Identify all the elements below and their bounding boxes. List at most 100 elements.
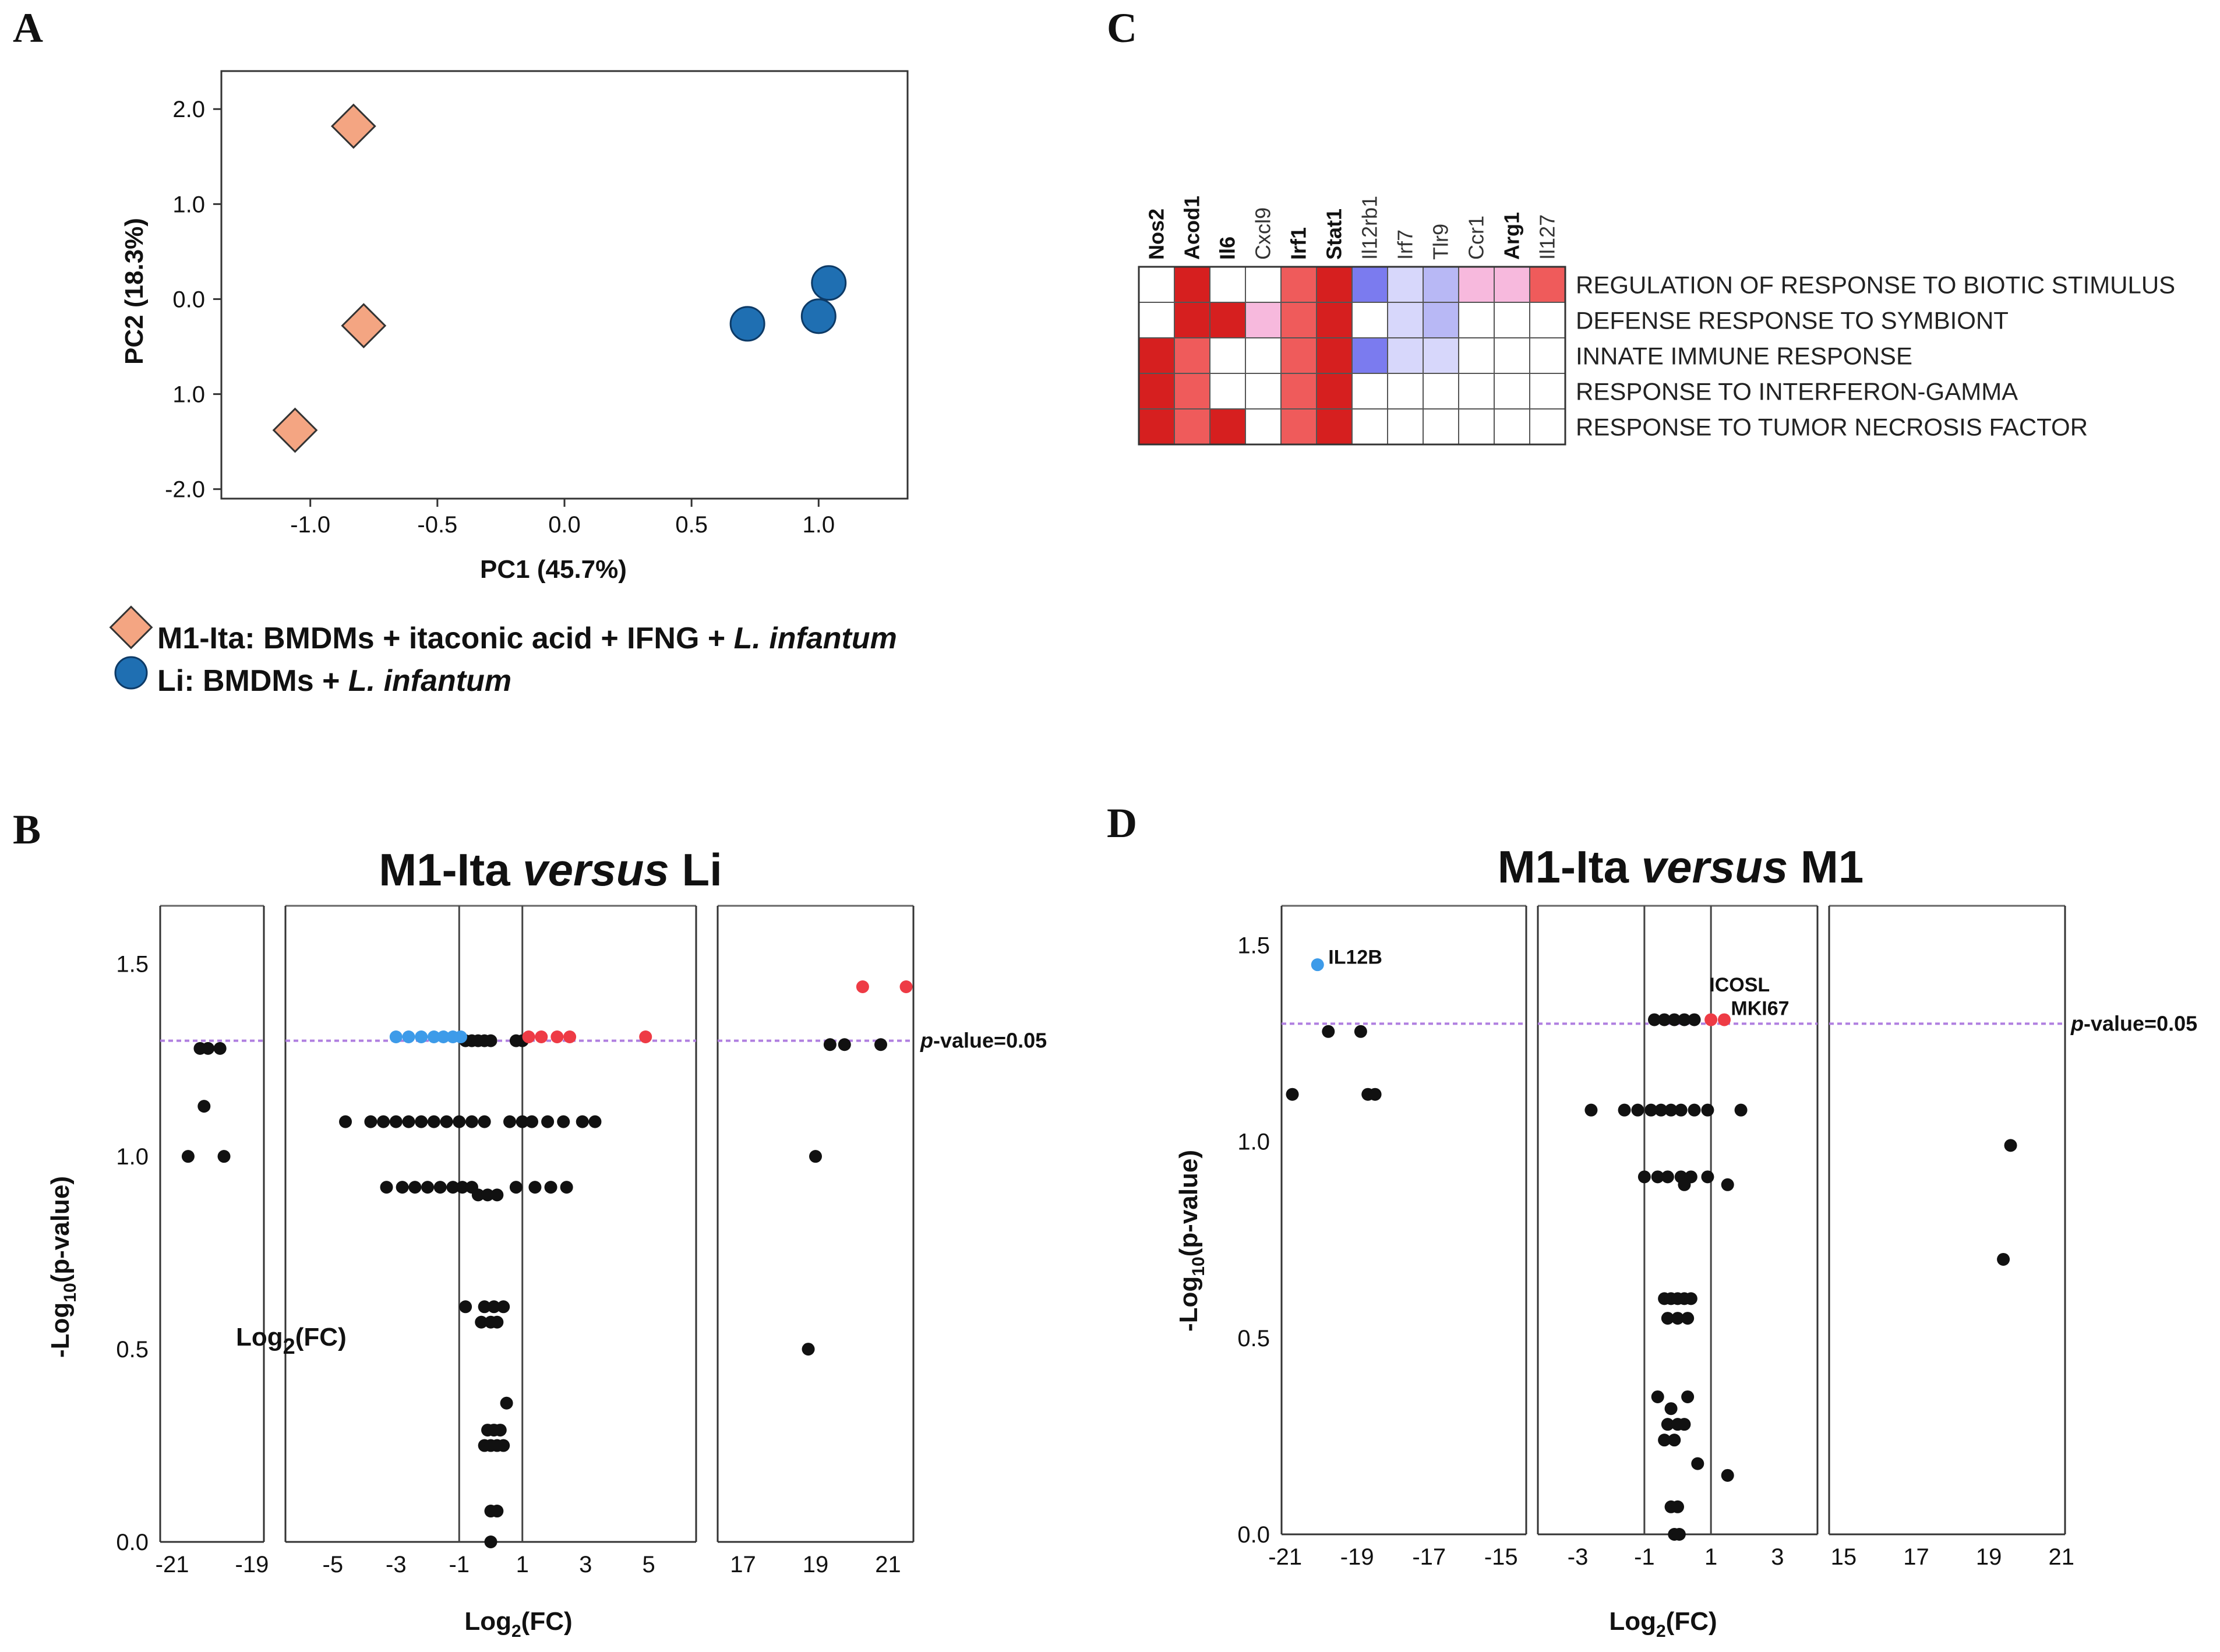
pca-plot-frame: [220, 70, 909, 500]
volcano-point: [525, 1115, 538, 1128]
heatmap-cell: [1351, 337, 1388, 374]
volcano-point: [197, 1100, 211, 1113]
volcano-d-plot: 0.0 0.5 1.0 1.5 -21 -19 -17 -15 IL12B -3 -1 1 3 ICOSL…: [1237, 905, 2197, 1570]
pca-y-tick-label: -2.0: [165, 477, 205, 503]
volcano-point: [396, 1181, 409, 1194]
heatmap-cell: [1316, 337, 1353, 374]
volcano-x-tick-label: 15: [1831, 1544, 1857, 1570]
heatmap-gene-label: Cxcl9: [1251, 207, 1275, 260]
heatmap-cell: [1494, 266, 1530, 303]
volcano-point: [1701, 1170, 1714, 1184]
volcano-point: [415, 1115, 428, 1128]
volcano-point: [1654, 1103, 1668, 1117]
volcano-y-tick-label: 1.5: [1237, 933, 1270, 958]
volcano-point-up: [899, 980, 913, 993]
heatmap-cell: [1458, 302, 1495, 338]
volcano-point: [1368, 1088, 1382, 1101]
volcano-gene-annotation: MKI67: [1731, 997, 1789, 1019]
volcano-gene-annotation: IL12B: [1328, 947, 1382, 969]
volcano-point-down: [415, 1030, 428, 1044]
volcano-point: [487, 1300, 500, 1314]
volcano-gene-annotation: ICOSL: [1709, 974, 1770, 996]
volcano-point: [478, 1115, 491, 1128]
heatmap-cell: [1351, 302, 1388, 338]
legend-diamond-marker: [109, 605, 153, 649]
volcano-point: [560, 1181, 573, 1194]
volcano-threshold-label: p-value=0.05: [2070, 1011, 2197, 1035]
volcano-point-down: [437, 1030, 450, 1044]
volcano-point: [503, 1115, 517, 1128]
heatmap-cell: [1316, 408, 1353, 445]
heatmap-cell: [1174, 373, 1210, 410]
volcano-point: [1668, 1013, 1681, 1026]
volcano-x-tick-label: -19: [1340, 1544, 1374, 1570]
volcano-point-up: [522, 1030, 535, 1044]
volcano-point: [1678, 1013, 1691, 1026]
volcano-point: [874, 1038, 887, 1051]
heatmap-pathway-label: INNATE IMMUNE RESPONSE: [1576, 343, 1912, 370]
volcano-d-title: M1-Ita versus M1: [1498, 841, 1864, 892]
volcano-x-tick-label: -19: [235, 1552, 269, 1577]
heatmap-cell: [1351, 408, 1388, 445]
volcano-point: [500, 1396, 513, 1410]
volcano-point: [541, 1115, 555, 1128]
heatmap-cell: [1245, 337, 1282, 374]
volcano-point: [1322, 1025, 1335, 1038]
pca-y-tick-label: 0.0: [172, 287, 205, 312]
volcano-point: [459, 1300, 472, 1314]
heatmap-cell: [1280, 408, 1317, 445]
volcano-x-tick-label: -3: [1568, 1544, 1589, 1570]
heatmap-cell: [1529, 266, 1566, 303]
volcano-point: [421, 1181, 435, 1194]
heatmap-cell: [1529, 373, 1566, 410]
volcano-y-tick-label: 0.0: [116, 1530, 149, 1555]
heatmap-pathway-labels: REGULATION OF RESPONSE TO BIOTIC STIMULU…: [1576, 271, 2175, 441]
pca-point-li: [800, 298, 837, 334]
heatmap-cell: [1138, 266, 1175, 303]
volcano-point: [213, 1042, 227, 1055]
volcano-b-x-axis-label: Log2(FC): [464, 1607, 572, 1641]
volcano-x-tick-label: 21: [875, 1552, 901, 1577]
volcano-point: [1584, 1103, 1598, 1117]
volcano-y-tick-label: 0.5: [1237, 1326, 1270, 1351]
volcano-y-tick-label: 0.5: [116, 1337, 149, 1362]
heatmap-gene-label: Il127: [1536, 214, 1559, 260]
volcano-b-title: M1-Ita versus Li: [379, 844, 722, 895]
heatmap-cell: [1387, 408, 1424, 445]
volcano-point: [1651, 1170, 1664, 1184]
heatmap-cell: [1316, 266, 1353, 303]
volcano-point: [1997, 1252, 2010, 1266]
volcano-point: [1681, 1312, 1695, 1325]
heatmap-cell: [1316, 373, 1353, 410]
volcano-point: [1671, 1500, 1684, 1513]
heatmap-cell: [1494, 337, 1530, 374]
volcano-point-down: [1311, 958, 1324, 972]
volcano-point: [484, 1535, 497, 1548]
volcano-point: [453, 1115, 466, 1128]
pca-x-tick-label: 1.0: [802, 512, 835, 538]
volcano-point: [544, 1181, 557, 1194]
panel-label-b: B: [13, 806, 41, 853]
heatmap-gene-label: Nos2: [1145, 209, 1169, 260]
volcano-point: [490, 1505, 504, 1518]
volcano-x-tick-label: 17: [730, 1552, 756, 1577]
volcano-point: [364, 1115, 377, 1128]
heatmap-cell: [1209, 373, 1246, 410]
volcano-m1ita-vs-li: M1-Ita versus Li 0.0 0.5 1.0 1.5 -21 -19 -5 -3 -…: [46, 844, 1047, 1641]
enrichment-heatmap: Nos2 Acod1 Il6 Cxcl9 Irf1 Stat1 Il12rb1 Irf7 Tlr…: [1138, 196, 2175, 446]
volcano-point: [471, 1188, 485, 1202]
volcano-point: [588, 1115, 602, 1128]
volcano-x-tick-label: -3: [386, 1552, 407, 1577]
heatmap-cell: [1423, 408, 1459, 445]
heatmap-cell: [1351, 266, 1388, 303]
heatmap-cell: [1529, 337, 1566, 374]
legend-entry-m1-ita: M1-Ita: BMDMs + itaconic acid + IFNG + L…: [157, 622, 897, 655]
volcano-point: [1721, 1178, 1734, 1191]
volcano-point: [1354, 1025, 1367, 1038]
volcano-point: [557, 1115, 570, 1128]
volcano-point: [377, 1115, 390, 1128]
pca-chart: -1.0 -0.5 0.0 0.5 1.0 2.0 1.0 0.0 1.0 -2.0 PC1 (…: [109, 70, 909, 698]
volcano-point-down: [402, 1030, 415, 1044]
heatmap-cells: [1138, 266, 1566, 446]
volcano-point-up: [563, 1030, 577, 1044]
